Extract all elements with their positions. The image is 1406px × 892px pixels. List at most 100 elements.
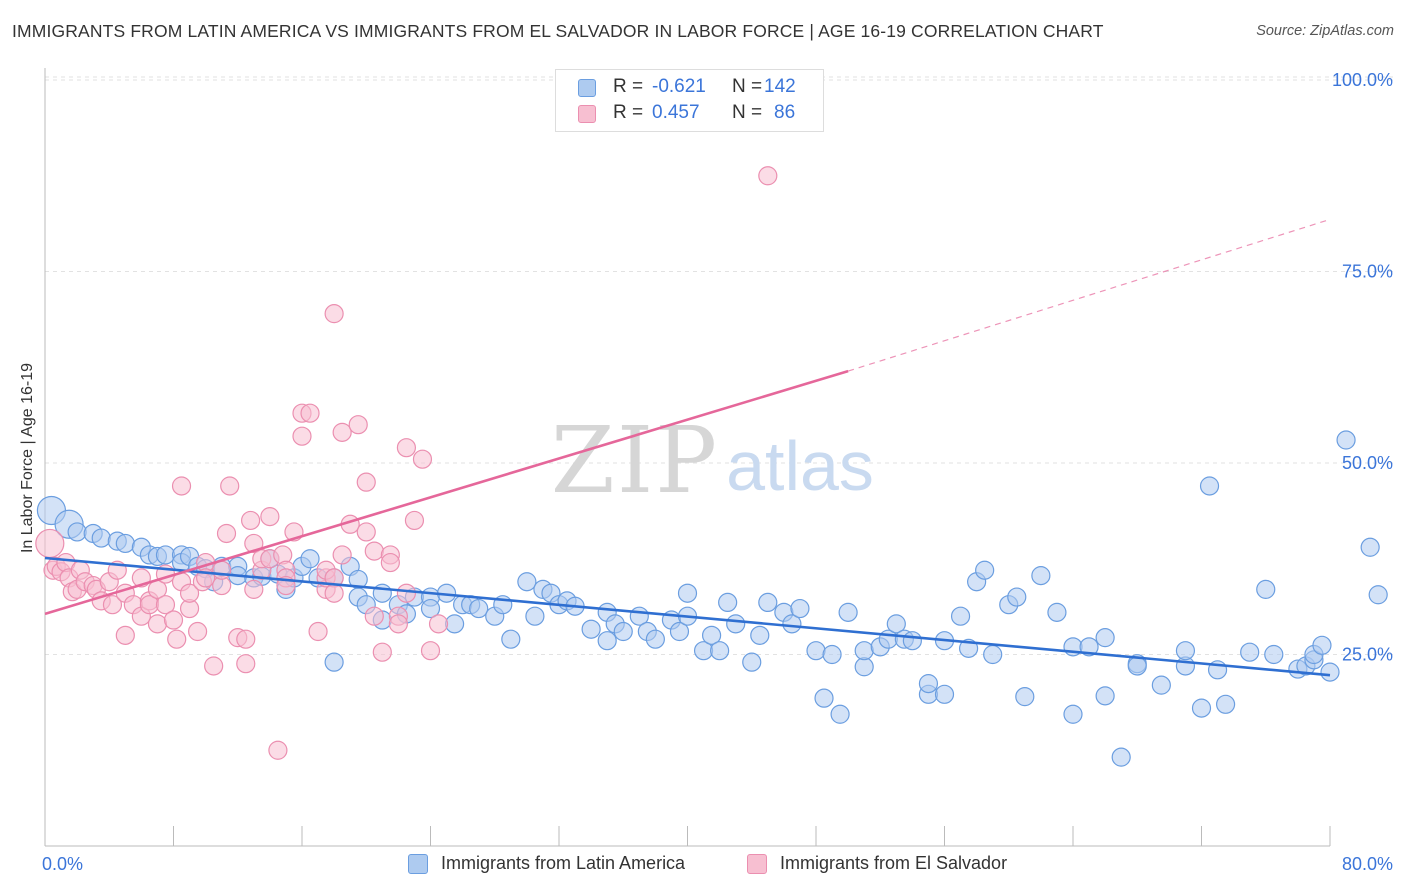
data-point-el-salvador bbox=[332, 545, 352, 565]
data-point-el-salvador bbox=[236, 629, 256, 649]
data-point-latin-america bbox=[1015, 687, 1035, 707]
data-point-latin-america bbox=[645, 629, 665, 649]
watermark-atlas: atlas bbox=[726, 427, 874, 505]
data-point-latin-america bbox=[782, 614, 802, 634]
data-point-el-salvador bbox=[308, 621, 328, 642]
data-point-el-salvador bbox=[348, 415, 368, 435]
x-tick-label: 0.0% bbox=[42, 854, 83, 874]
data-point-el-salvador bbox=[212, 560, 232, 580]
data-point-latin-america bbox=[742, 652, 762, 672]
y-tick-label: 100.0% bbox=[1332, 70, 1393, 90]
data-point-latin-america bbox=[613, 621, 633, 642]
legend-r-label: R = bbox=[613, 76, 644, 97]
y-axis-label: In Labor Force | Age 16-19 bbox=[19, 362, 36, 554]
data-point-el-salvador bbox=[332, 422, 352, 442]
data-point-latin-america bbox=[1151, 675, 1171, 695]
data-point-latin-america bbox=[1007, 587, 1027, 607]
data-point-el-salvador bbox=[35, 528, 65, 559]
legend-n-label: N = bbox=[732, 76, 763, 97]
data-point-el-salvador bbox=[244, 533, 264, 554]
data-point-el-salvador bbox=[372, 642, 392, 662]
data-point-latin-america bbox=[701, 625, 722, 645]
data-point-latin-america bbox=[517, 572, 537, 592]
data-point-latin-america bbox=[790, 598, 810, 619]
data-point-latin-america bbox=[886, 614, 906, 634]
legend-swatch-blue bbox=[408, 854, 428, 874]
data-point-el-salvador bbox=[268, 740, 288, 760]
data-point-el-salvador bbox=[324, 304, 344, 324]
legend-swatch-pink bbox=[747, 854, 767, 874]
data-point-el-salvador bbox=[179, 583, 200, 603]
data-point-el-salvador bbox=[204, 656, 224, 676]
data-point-latin-america bbox=[597, 631, 617, 651]
data-point-latin-america bbox=[67, 522, 87, 542]
data-point-latin-america bbox=[1199, 476, 1220, 496]
data-point-latin-america bbox=[1368, 585, 1388, 605]
data-point-el-salvador bbox=[404, 510, 425, 531]
data-point-latin-america bbox=[1240, 642, 1260, 662]
data-point-latin-america bbox=[324, 652, 344, 672]
data-point-latin-america bbox=[902, 631, 922, 651]
data-point-latin-america bbox=[501, 629, 521, 649]
data-point-el-salvador bbox=[260, 507, 280, 527]
data-point-latin-america bbox=[1320, 662, 1340, 682]
legend-n-value: 142 bbox=[764, 76, 796, 97]
data-point-el-salvador bbox=[388, 614, 408, 634]
data-point-latin-america bbox=[1336, 430, 1356, 450]
data-point-latin-america bbox=[1127, 656, 1147, 676]
data-point-el-salvador bbox=[171, 476, 192, 496]
trendline-el-salvador bbox=[44, 369, 849, 616]
data-point-latin-america bbox=[806, 641, 826, 661]
data-point-latin-america bbox=[838, 602, 858, 622]
data-point-latin-america bbox=[934, 684, 955, 704]
data-point-latin-america bbox=[1111, 747, 1131, 767]
legend-swatch-pink bbox=[578, 105, 596, 123]
data-point-el-salvador bbox=[115, 625, 135, 645]
data-point-latin-america bbox=[1079, 637, 1099, 657]
data-point-latin-america bbox=[1264, 644, 1284, 665]
data-point-latin-america bbox=[420, 598, 441, 619]
data-point-latin-america bbox=[469, 598, 489, 619]
data-point-latin-america bbox=[677, 583, 698, 603]
data-point-latin-america bbox=[718, 592, 738, 613]
data-point-el-salvador bbox=[163, 610, 184, 630]
data-point-el-salvador bbox=[324, 583, 344, 603]
data-point-latin-america bbox=[1215, 694, 1236, 714]
data-point-latin-america bbox=[950, 606, 971, 626]
data-point-latin-america bbox=[750, 625, 770, 645]
data-point-latin-america bbox=[758, 592, 778, 613]
data-point-latin-america bbox=[155, 545, 176, 565]
x-tick-label: 80.0% bbox=[1342, 854, 1393, 874]
data-point-latin-america bbox=[1095, 628, 1115, 648]
data-point-el-salvador bbox=[420, 641, 441, 661]
data-point-el-salvador bbox=[412, 449, 433, 469]
data-point-latin-america bbox=[115, 533, 135, 554]
data-point-latin-america bbox=[983, 644, 1003, 665]
y-tick-label: 75.0% bbox=[1342, 262, 1393, 282]
data-point-el-salvador bbox=[241, 510, 261, 531]
data-point-latin-america bbox=[830, 704, 850, 724]
data-point-latin-america bbox=[1031, 566, 1051, 586]
data-point-latin-america bbox=[525, 606, 545, 626]
data-point-latin-america bbox=[918, 674, 939, 694]
data-point-latin-america bbox=[1256, 579, 1276, 599]
data-point-latin-america bbox=[581, 619, 601, 639]
chart-title: IMMIGRANTS FROM LATIN AMERICA VS IMMIGRA… bbox=[12, 21, 1104, 41]
data-point-latin-america bbox=[1175, 641, 1196, 661]
trendline-latin-america bbox=[44, 556, 1331, 677]
legend-label: Immigrants from El Salvador bbox=[780, 853, 1008, 873]
data-point-el-salvador bbox=[300, 403, 320, 423]
data-point-el-salvador bbox=[396, 438, 417, 458]
data-point-latin-america bbox=[1312, 635, 1332, 655]
source-label: Source: ZipAtlas.com bbox=[1256, 23, 1394, 39]
data-point-latin-america bbox=[814, 688, 834, 708]
data-point-el-salvador bbox=[364, 606, 384, 626]
data-point-latin-america bbox=[1095, 686, 1115, 706]
data-point-latin-america bbox=[444, 614, 465, 634]
correlation-legend: R = -0.621 N = 142 R = 0.457 N = 86 bbox=[555, 69, 824, 132]
data-point-latin-america bbox=[669, 621, 690, 642]
data-point-el-salvador bbox=[187, 621, 208, 642]
data-point-el-salvador bbox=[147, 614, 168, 634]
data-point-latin-america bbox=[822, 644, 842, 665]
